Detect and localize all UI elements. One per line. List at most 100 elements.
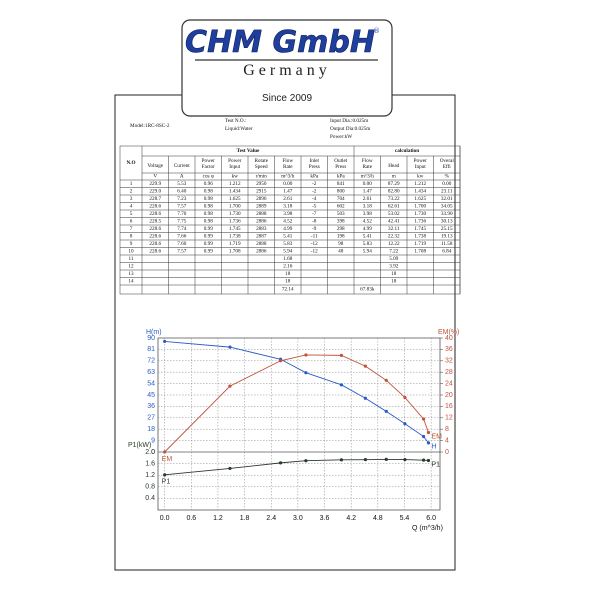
model: Model:1RC-8SC-2: [130, 123, 170, 129]
x-tick-label: 1.8: [240, 515, 250, 522]
column-name: Overal: [440, 158, 455, 164]
table-cell: 5: [130, 211, 133, 217]
table-cell: 1.730: [414, 211, 426, 217]
table-cell: 32.01: [441, 196, 453, 202]
table-cell: 6.40: [177, 188, 186, 194]
table-cell: 7: [130, 226, 133, 232]
column-unit: kPa: [310, 174, 318, 180]
table-total: 72.14: [282, 287, 294, 293]
table-cell: 5.83: [363, 241, 372, 247]
table-cell: 19.13: [441, 233, 453, 239]
data-point: [278, 359, 283, 363]
column-name: Input: [415, 164, 427, 170]
table-cell: 2883: [256, 226, 267, 232]
column-name: Press: [335, 164, 346, 170]
series-label: P1: [431, 461, 440, 468]
table-cell: -2: [312, 181, 317, 187]
table-cell: 0.99: [204, 226, 213, 232]
data-point: [421, 434, 426, 439]
series-label: P1: [162, 479, 171, 486]
table-cell: 18: [391, 271, 397, 277]
x-tick-label: 4.2: [346, 515, 356, 522]
data-point: [339, 383, 344, 387]
table-cell: 228.6: [149, 203, 161, 209]
x-axis-label: Q (m^3/h): [412, 525, 443, 532]
data-point: [421, 417, 426, 421]
table-cell: 23.11: [441, 188, 453, 194]
data-point: [163, 473, 167, 477]
table-cell: -7: [312, 211, 317, 217]
table-cell: 25.15: [441, 226, 453, 232]
data-point: [384, 409, 388, 413]
table-cell: 6.84: [442, 248, 451, 254]
table-cell: 2: [130, 188, 133, 194]
y-tick-label: 45: [147, 392, 155, 399]
series-line: [164, 458, 429, 476]
data-point: [228, 345, 232, 349]
y2-tick-label: 40: [445, 335, 453, 342]
table-cell: 0.98: [204, 196, 213, 202]
table-cell: 22.32: [388, 233, 400, 239]
table-cell: 5.83: [283, 241, 292, 247]
table-cell: 4.52: [283, 218, 292, 224]
table-cell: 3.18: [283, 203, 292, 209]
table-cell: -4: [312, 196, 317, 202]
table-cell: 2.16: [283, 263, 292, 269]
column-name: Input: [229, 164, 241, 170]
y-axis-label: H(m): [146, 329, 162, 336]
y-tick-label: 9: [151, 437, 155, 444]
data-point: [339, 353, 344, 357]
table-cell: 1.708: [414, 248, 426, 254]
group-header: calculation: [395, 148, 419, 154]
column-unit: kPa: [337, 174, 345, 180]
table-cell: 5.09: [389, 256, 398, 262]
output-dia: Output Dia:0.025m: [330, 126, 370, 132]
data-point: [163, 450, 167, 454]
table-cell: 0.99: [204, 233, 213, 239]
table-cell: 82.80: [388, 188, 400, 194]
data-point: [228, 466, 232, 471]
table-cell: 1.700: [229, 203, 241, 209]
column-name: Flow: [362, 158, 373, 164]
table-cell: -12: [311, 241, 318, 247]
table-cell: 7.60: [177, 241, 186, 247]
y2-tick-label: 36: [445, 346, 453, 353]
x-tick-label: 0.0: [160, 515, 170, 522]
table-cell: 1.625: [414, 196, 426, 202]
table-cell: 12.22: [388, 241, 400, 247]
table-cell: 1.434: [229, 188, 241, 194]
table-cell: 2950: [256, 181, 267, 187]
table-cell: 30.13: [441, 218, 453, 224]
x-tick-label: 4.8: [373, 515, 383, 522]
table-cell: 2896: [256, 196, 267, 202]
column-name: Speed: [255, 164, 268, 170]
table-cell: 98: [338, 241, 344, 247]
table-cell: 0.99: [204, 248, 213, 254]
table-cell: 13: [128, 271, 134, 277]
column-name: Rate: [362, 164, 372, 170]
table-cell: 10: [128, 248, 134, 254]
table-cell: 228.6: [149, 226, 161, 232]
table-cell: 1.708: [229, 248, 241, 254]
table-cell: 18: [285, 271, 291, 277]
y2-tick-label: 28: [445, 369, 453, 376]
table-cell: 7.22: [389, 248, 398, 254]
table-cell: 0.98: [204, 218, 213, 224]
x-tick-label: 3.0: [293, 515, 303, 522]
table-cell: 1.738: [414, 233, 426, 239]
column-unit: kw: [232, 174, 239, 180]
data-point: [403, 395, 407, 400]
table-cell: 1.730: [229, 211, 241, 217]
y2-tick-label: 24: [445, 380, 453, 387]
data-point: [304, 459, 308, 463]
table-cell: 1: [130, 181, 133, 187]
table-cell: 800: [337, 188, 345, 194]
table-cell: 2889: [256, 203, 267, 209]
series-label: EM: [431, 433, 442, 440]
table-cell: 1.719: [229, 241, 241, 247]
table-cell: 3.98: [363, 211, 372, 217]
table-cell: 32.11: [388, 226, 400, 232]
document-sheet: [114, 94, 456, 571]
y2-tick-label: 0: [445, 449, 449, 456]
table-cell: -12: [311, 248, 318, 254]
